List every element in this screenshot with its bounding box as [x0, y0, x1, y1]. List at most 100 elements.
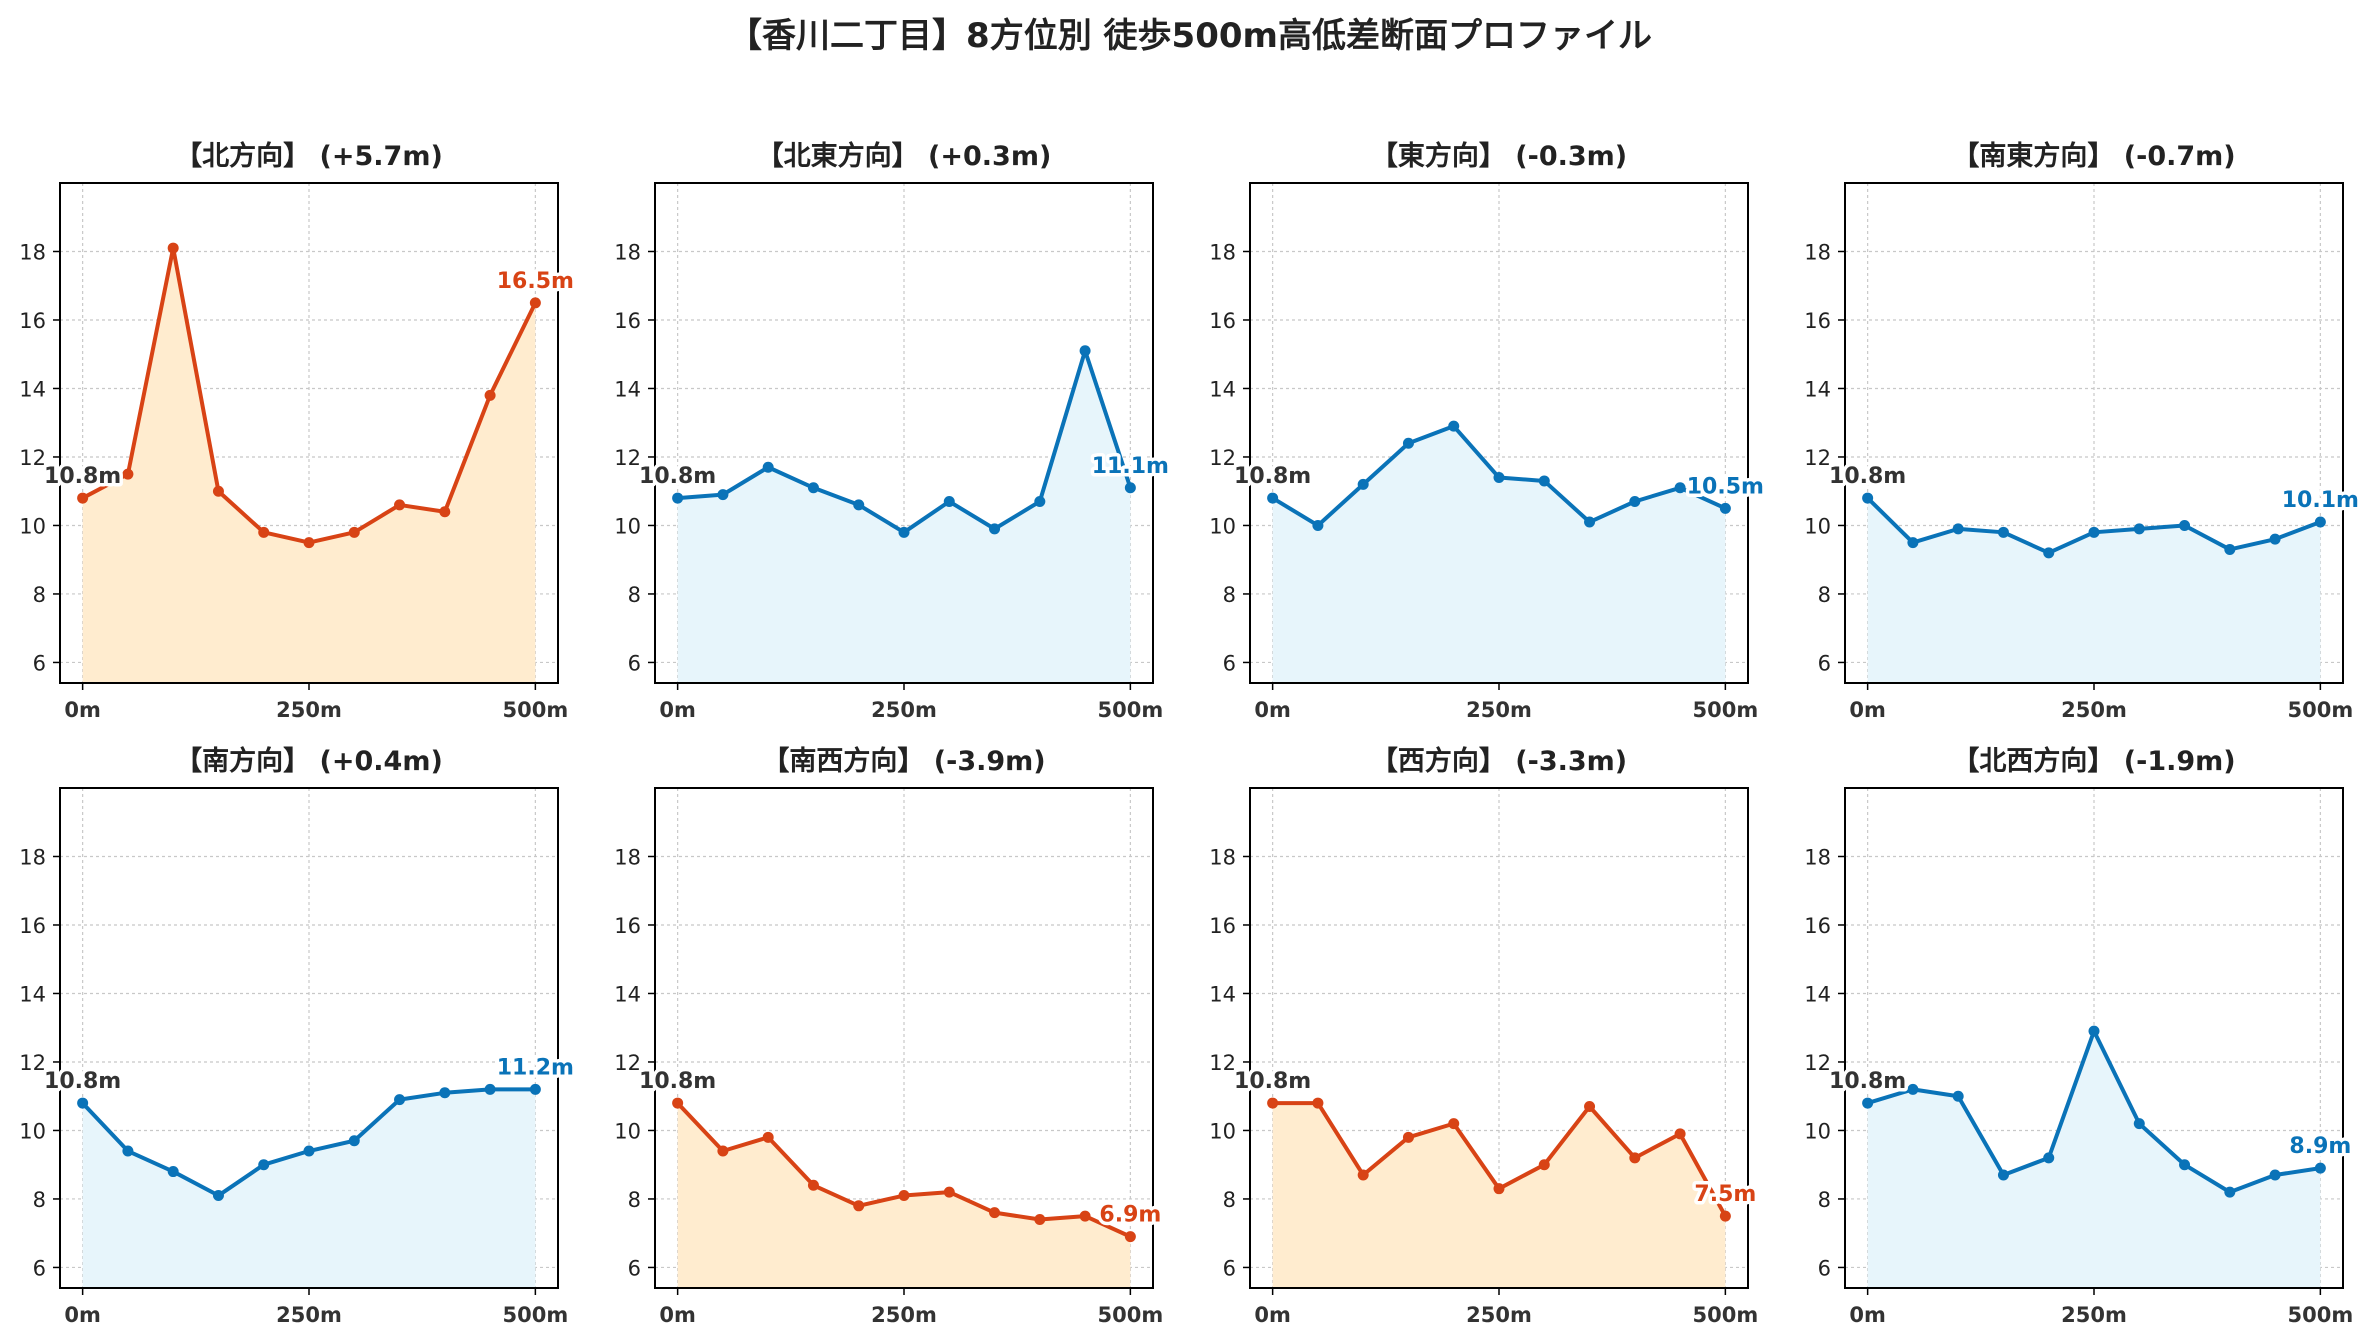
y-tick-label: 12	[614, 1051, 641, 1075]
data-point	[762, 461, 774, 473]
y-tick-label: 6	[33, 1256, 46, 1280]
data-point	[1907, 537, 1919, 549]
data-point	[807, 1179, 819, 1191]
y-tick-label: 8	[1818, 1188, 1831, 1212]
data-point	[1719, 1210, 1731, 1222]
start-elevation-label: 10.8m	[44, 1069, 121, 1094]
data-point	[439, 506, 451, 518]
data-point	[258, 526, 270, 538]
x-tick-label: 250m	[2061, 698, 2127, 722]
y-tick-label: 14	[1804, 982, 1831, 1006]
data-point	[1674, 1128, 1686, 1140]
y-tick-label: 12	[1804, 1051, 1831, 1075]
data-point	[672, 1097, 684, 1109]
y-tick-label: 14	[1804, 377, 1831, 401]
data-point	[1312, 1097, 1324, 1109]
y-tick-label: 8	[628, 583, 641, 607]
x-tick-label: 0m	[659, 698, 696, 722]
data-point	[2043, 547, 2055, 559]
chart-panel-7: 【西方向】 (-3.3m) 6 8 10 12 14 16 18 0m 250m 500m 10.8m…	[1209, 745, 1760, 1327]
data-point	[807, 482, 819, 494]
data-point	[484, 389, 496, 401]
data-point	[2179, 519, 2191, 531]
data-point	[167, 242, 179, 254]
y-tick-label: 6	[33, 651, 46, 675]
y-tick-label: 16	[1804, 309, 1831, 333]
y-tick-label: 12	[1804, 446, 1831, 470]
y-tick-label: 16	[1804, 914, 1831, 938]
data-point	[1862, 492, 1874, 504]
data-point	[1079, 345, 1091, 357]
x-tick-label: 500m	[1098, 1303, 1164, 1327]
y-tick-label: 16	[1209, 914, 1236, 938]
area-fill	[677, 1103, 1131, 1288]
y-tick-label: 8	[628, 1188, 641, 1212]
data-point	[1357, 478, 1369, 490]
y-tick-label: 18	[19, 240, 46, 264]
start-elevation-label: 10.8m	[44, 464, 121, 489]
data-point	[77, 492, 89, 504]
data-point	[1312, 519, 1324, 531]
data-point	[717, 489, 729, 501]
data-point	[989, 1207, 1001, 1219]
data-point	[717, 1145, 729, 1157]
start-elevation-label: 10.8m	[1829, 464, 1906, 489]
x-tick-label: 250m	[871, 1303, 937, 1327]
data-point	[1538, 1159, 1550, 1171]
y-tick-label: 16	[614, 309, 641, 333]
data-point	[212, 485, 224, 497]
data-point	[1952, 523, 1964, 535]
data-point	[1538, 475, 1550, 487]
y-tick-label: 10	[19, 514, 46, 538]
data-point	[672, 492, 684, 504]
data-point	[2224, 1186, 2236, 1198]
y-tick-label: 6	[628, 651, 641, 675]
x-tick-label: 250m	[871, 698, 937, 722]
x-tick-label: 500m	[1098, 698, 1164, 722]
area-fill	[677, 350, 1131, 683]
data-point	[1124, 1231, 1136, 1243]
y-tick-label: 10	[1209, 1119, 1236, 1143]
data-point	[853, 1200, 865, 1212]
x-tick-label: 500m	[503, 698, 569, 722]
data-point	[2179, 1159, 2191, 1171]
end-elevation-label: 11.2m	[497, 1055, 574, 1080]
data-point	[394, 1094, 406, 1106]
chart-panel-8: 【北西方向】 (-1.9m) 6 8 10 12 14 16 18 0m 250m 500m 10.8…	[1804, 745, 2355, 1327]
y-tick-label: 14	[19, 377, 46, 401]
y-tick-label: 12	[1209, 1051, 1236, 1075]
chart-title: 【北東方向】 (+0.3m)	[757, 140, 1052, 172]
x-tick-label: 500m	[2288, 1303, 2354, 1327]
data-point	[439, 1087, 451, 1099]
data-point	[1674, 482, 1686, 494]
y-tick-label: 6	[1223, 1256, 1236, 1280]
x-tick-label: 250m	[276, 1303, 342, 1327]
x-tick-label: 250m	[2061, 1303, 2127, 1327]
data-point	[2269, 533, 2281, 545]
y-tick-label: 6	[1818, 651, 1831, 675]
x-tick-label: 250m	[1466, 698, 1532, 722]
y-tick-label: 8	[1818, 583, 1831, 607]
data-point	[762, 1131, 774, 1143]
y-tick-label: 18	[1209, 240, 1236, 264]
y-tick-label: 18	[19, 845, 46, 869]
data-point	[1448, 420, 1460, 432]
y-tick-label: 14	[1209, 982, 1236, 1006]
chart-panel-2: 【北東方向】 (+0.3m) 6 8 10 12 14 16 18 0m 250m 500m 10.8…	[614, 140, 1172, 722]
y-tick-label: 14	[19, 982, 46, 1006]
x-tick-label: 500m	[1693, 1303, 1759, 1327]
y-tick-label: 10	[614, 514, 641, 538]
x-tick-label: 0m	[1849, 698, 1886, 722]
y-tick-label: 10	[614, 1119, 641, 1143]
data-point	[348, 1135, 360, 1147]
data-point	[1629, 495, 1641, 507]
data-point	[122, 468, 134, 480]
y-tick-label: 14	[1209, 377, 1236, 401]
data-point	[2314, 1162, 2326, 1174]
data-point	[1719, 502, 1731, 514]
data-point	[1267, 492, 1279, 504]
data-point	[1584, 1100, 1596, 1112]
x-tick-label: 0m	[1849, 1303, 1886, 1327]
data-point	[1448, 1118, 1460, 1130]
